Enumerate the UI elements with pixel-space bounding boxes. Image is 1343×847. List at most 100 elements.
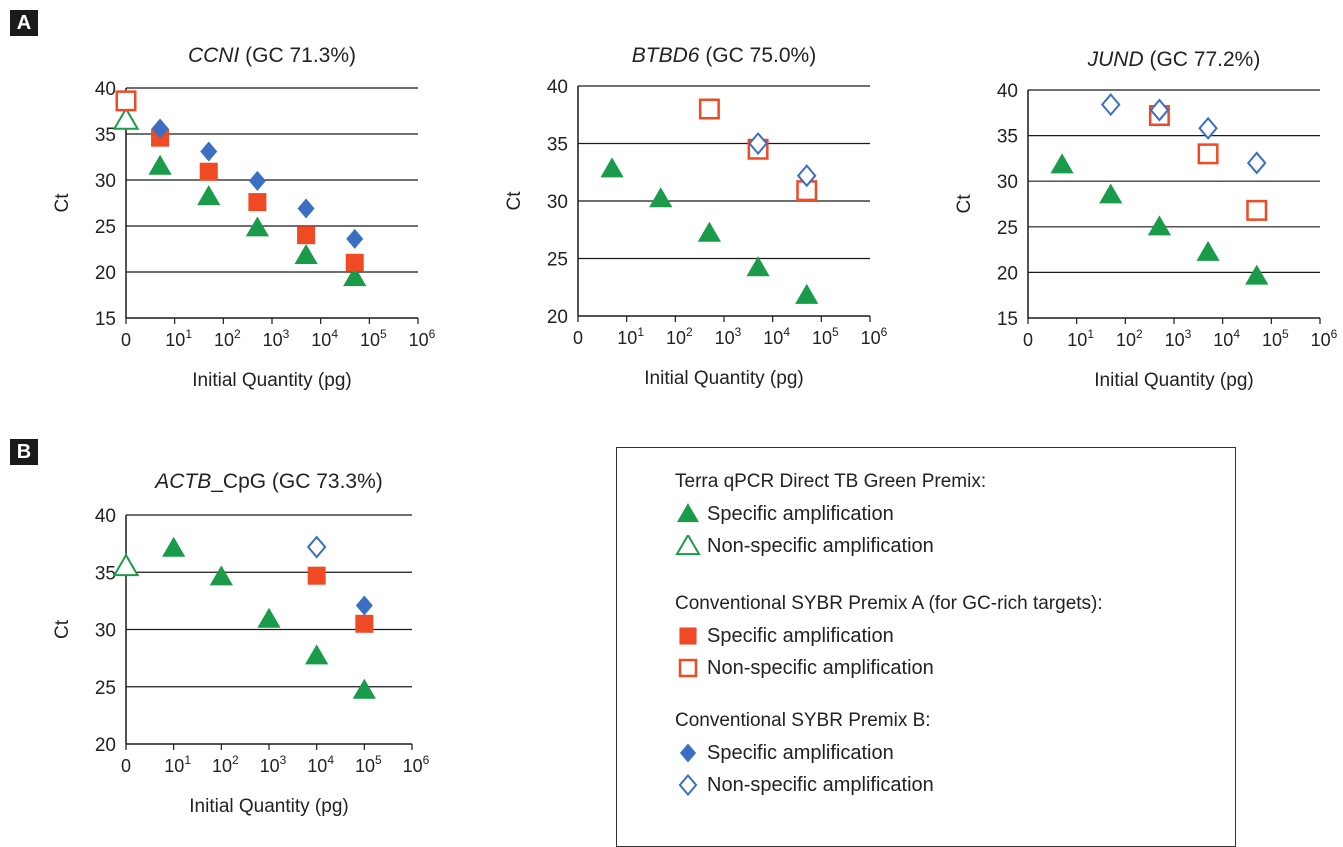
- x-tick-label: 0: [1023, 330, 1033, 350]
- y-tick-label: 40: [95, 79, 116, 100]
- data-point-triangle-filled: [746, 256, 770, 277]
- panel-label-b: B: [10, 439, 38, 465]
- data-point-square-filled: [355, 614, 374, 633]
- y-tick-label: 30: [95, 171, 116, 192]
- y-tick-label: 35: [95, 125, 116, 146]
- x-tick-exponent: 5: [1282, 327, 1289, 341]
- x-tick-base: 0: [573, 328, 583, 348]
- y-tick-label: 35: [997, 127, 1018, 148]
- data-point-diamond-open: [1149, 98, 1170, 122]
- x-tick-exponent: 3: [283, 327, 290, 341]
- y-axis-label: Ct: [954, 194, 975, 214]
- x-tick-base: 0: [121, 330, 131, 350]
- x-tick-label: 0: [121, 330, 131, 350]
- legend-item-label: Non-specific amplification: [707, 535, 934, 557]
- x-tick-label: 101: [1067, 327, 1094, 350]
- chart-title-rest: (GC 75.0%): [699, 44, 816, 67]
- y-tick-label: 40: [997, 81, 1018, 102]
- y-tick-label: 30: [997, 172, 1018, 193]
- legend-item: Non-specific amplification: [675, 652, 1103, 684]
- data-point-triangle-filled: [1196, 240, 1220, 261]
- y-tick-label: 20: [997, 263, 1018, 284]
- x-tick-base: 10: [355, 756, 375, 776]
- x-tick-label: 105: [812, 325, 839, 348]
- data-point-triangle-filled: [209, 565, 233, 586]
- legend-item: Specific amplification: [675, 498, 986, 530]
- y-tick-label: 30: [547, 192, 568, 213]
- x-tick-base: 10: [1165, 330, 1185, 350]
- x-tick-base: 10: [311, 330, 331, 350]
- x-tick-base: 10: [763, 328, 783, 348]
- y-tick-label: 20: [547, 307, 568, 328]
- chart-title: JUND (GC 77.2%): [1087, 48, 1261, 71]
- y-tick-label: 30: [95, 621, 116, 642]
- x-tick-label: 102: [212, 753, 239, 776]
- x-tick-label: 104: [1213, 327, 1240, 350]
- diamond-filled-icon: [679, 743, 697, 763]
- x-tick-label: 102: [666, 325, 693, 348]
- data-point-triangle-filled: [1050, 153, 1074, 174]
- x-tick-label: 106: [403, 753, 430, 776]
- x-tick-label: 103: [260, 753, 287, 776]
- chart-title-rest: (GC 71.3%): [239, 44, 356, 67]
- x-tick-label: 0: [573, 328, 583, 348]
- data-point-triangle-filled: [697, 221, 721, 242]
- y-tick-label: 15: [997, 309, 1018, 330]
- x-tick-label: 104: [763, 325, 790, 348]
- x-tick-exponent: 2: [232, 753, 239, 767]
- x-tick-label: 0: [121, 756, 131, 776]
- legend-marker: [679, 627, 697, 645]
- diamond-open-icon: [678, 774, 698, 796]
- triangle-filled-icon: [676, 503, 700, 523]
- y-tick-label: 40: [547, 77, 568, 98]
- x-tick-base: 10: [666, 328, 686, 348]
- legend-group-terra: Terra qPCR Direct TB Green Premix: Speci…: [675, 466, 986, 562]
- chart-title: BTBD6 (GC 75.0%): [632, 44, 816, 67]
- x-tick-label: 103: [1165, 327, 1192, 350]
- x-tick-label: 101: [165, 327, 192, 350]
- legend-item: Non-specific amplification: [675, 769, 934, 801]
- y-tick-label: 25: [547, 250, 568, 271]
- x-axis-label: Initial Quantity (pg): [192, 370, 351, 391]
- x-tick-label: 106: [861, 325, 888, 348]
- x-tick-base: 10: [1067, 330, 1087, 350]
- data-point-square-open: [698, 98, 720, 120]
- square-open-icon: [678, 658, 698, 678]
- data-point-diamond-open: [796, 164, 817, 188]
- legend-marker: [679, 743, 697, 763]
- legend-item: Specific amplification: [675, 737, 934, 769]
- data-point-diamond-open: [1246, 151, 1267, 175]
- data-point-triangle-filled: [649, 187, 673, 208]
- data-point-diamond-filled: [355, 595, 373, 616]
- x-tick-base: 10: [861, 328, 881, 348]
- legend: Terra qPCR Direct TB Green Premix: Speci…: [616, 447, 1236, 847]
- y-tick-label: 15: [95, 309, 116, 330]
- legend-item-label: Specific amplification: [707, 503, 894, 525]
- panel-label-a: A: [10, 10, 38, 36]
- data-point-triangle-filled: [795, 283, 819, 304]
- y-tick-label: 40: [95, 506, 116, 527]
- x-tick-exponent: 6: [1331, 327, 1338, 341]
- x-tick-base: 10: [263, 330, 283, 350]
- data-point-triangle-filled: [305, 644, 329, 665]
- x-tick-base: 0: [121, 756, 131, 776]
- x-tick-base: 10: [812, 328, 832, 348]
- x-tick-exponent: 3: [735, 325, 742, 339]
- x-tick-label: 101: [617, 325, 644, 348]
- data-point-diamond-open: [1198, 116, 1218, 140]
- x-axis-label: Initial Quantity (pg): [189, 796, 348, 817]
- x-tick-exponent: 5: [380, 327, 387, 341]
- legend-group-title: Conventional SYBR Premix B:: [675, 710, 931, 731]
- y-tick-label: 25: [997, 218, 1018, 239]
- x-tick-exponent: 6: [881, 325, 888, 339]
- chart-title-rest: _CpG (GC 73.3%): [210, 470, 383, 493]
- x-tick-base: 10: [307, 756, 327, 776]
- data-point-diamond-open: [1100, 93, 1121, 117]
- x-tick-exponent: 5: [832, 325, 839, 339]
- data-point-triangle-filled: [352, 678, 376, 699]
- data-point-square-filled: [248, 193, 267, 212]
- x-tick-label: 104: [311, 327, 338, 350]
- x-tick-exponent: 1: [184, 753, 191, 767]
